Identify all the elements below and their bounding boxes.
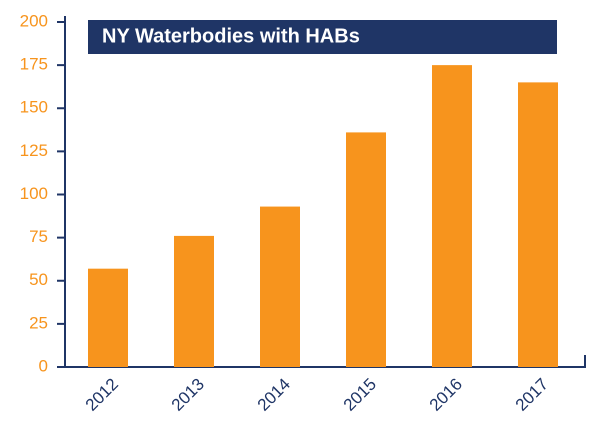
x-tick-label: 2013 xyxy=(168,375,208,415)
y-tick-label: 175 xyxy=(20,55,48,74)
bar xyxy=(432,65,472,367)
bar xyxy=(346,132,386,367)
y-tick-label: 150 xyxy=(20,98,48,117)
y-tick-label: 50 xyxy=(29,270,48,289)
bar xyxy=(518,82,558,367)
y-tick-label: 0 xyxy=(39,356,48,375)
bar xyxy=(88,268,128,367)
y-tick-label: 25 xyxy=(29,313,48,332)
title-box xyxy=(88,20,557,54)
y-tick-label: 200 xyxy=(20,11,48,30)
x-tick-label: 2017 xyxy=(512,375,552,415)
bar xyxy=(174,235,214,367)
chart-title: NY Waterbodies with HABs xyxy=(102,25,360,47)
y-tick-label: 75 xyxy=(29,227,48,246)
bar xyxy=(260,206,300,367)
y-tick-label: 100 xyxy=(20,184,48,203)
x-tick-label: 2015 xyxy=(340,375,380,415)
x-tick-label: 2012 xyxy=(82,375,122,415)
y-tick-label: 125 xyxy=(20,141,48,160)
x-tick-label: 2016 xyxy=(426,375,466,415)
x-tick-label: 2014 xyxy=(254,375,294,415)
